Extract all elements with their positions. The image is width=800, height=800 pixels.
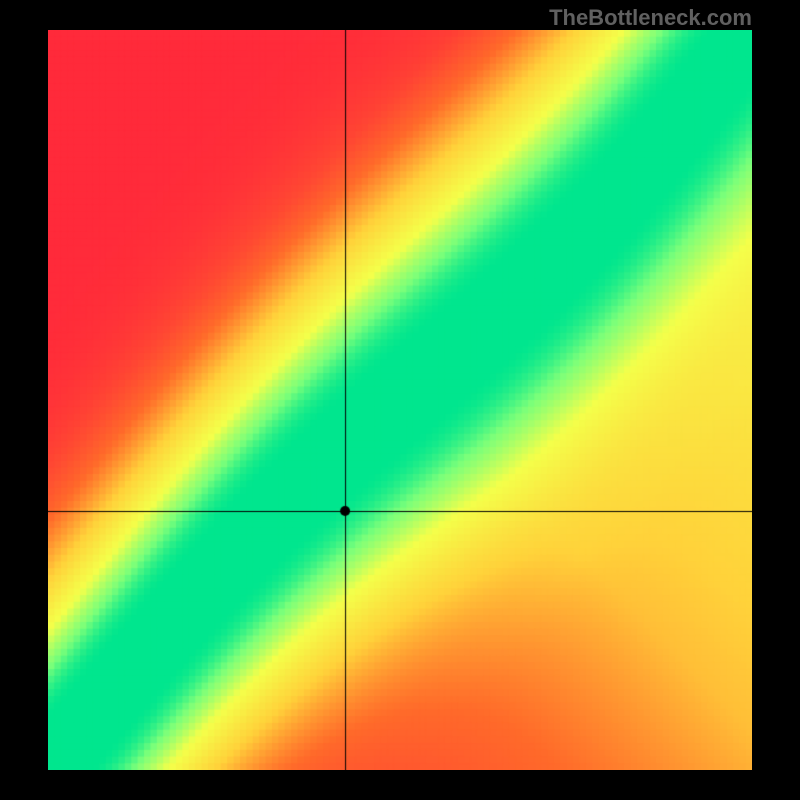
chart-container: TheBottleneck.com — [0, 0, 800, 800]
bottleneck-heatmap — [48, 30, 752, 770]
watermark-label: TheBottleneck.com — [549, 5, 752, 31]
